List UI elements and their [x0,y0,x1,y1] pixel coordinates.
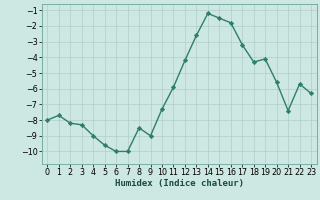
X-axis label: Humidex (Indice chaleur): Humidex (Indice chaleur) [115,179,244,188]
